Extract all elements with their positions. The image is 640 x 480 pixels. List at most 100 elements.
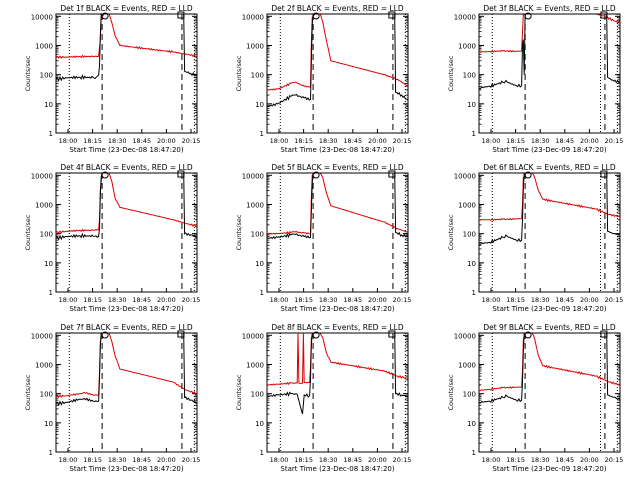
x-tick-label: 18:00: [59, 456, 78, 464]
x-tick-label: 20:00: [157, 456, 176, 464]
y-tick-label: 100: [40, 391, 53, 399]
y-tick-label: 10: [44, 101, 53, 109]
x-tick-label: 20:00: [368, 456, 387, 464]
x-tick-label: 18:00: [270, 296, 289, 304]
series-line-red: [56, 333, 197, 399]
x-tick-label: 18:30: [531, 456, 550, 464]
panel-title: Det 5f BLACK = Events, RED = LLD: [271, 163, 404, 172]
x-tick-label: 18:00: [482, 137, 501, 145]
x-tick-label: 18:15: [506, 137, 525, 145]
x-tick-label: 18:30: [108, 456, 127, 464]
x-tick-label: 18:15: [294, 456, 313, 464]
y-tick-label: 10: [467, 420, 476, 428]
x-tick-label: 18:30: [108, 137, 127, 145]
y-tick-label: 100: [463, 231, 476, 239]
panel-8: Det 8f BLACK = Events, RED = LLD Counts/s…: [235, 323, 411, 473]
x-tick-label: 18:00: [59, 137, 78, 145]
panel-title: Det 7f BLACK = Events, RED = LLD: [60, 323, 193, 332]
panel-9: Det 9f BLACK = Events, RED = LLD Counts/s…: [447, 323, 623, 473]
x-tick-label: 18:15: [83, 456, 102, 464]
x-tick-label: 18:30: [531, 296, 550, 304]
panel-1: Det 1f BLACK = Events, RED = LLD Counts/s…: [24, 4, 200, 154]
y-tick-label: 1: [260, 449, 264, 457]
y-axis-label: Counts/sec: [24, 374, 32, 410]
series-line-black: [56, 14, 197, 82]
x-tick-label: 18:15: [83, 296, 102, 304]
plot-frame: [55, 332, 198, 453]
series-line-black: [479, 173, 620, 246]
y-tick-label: 1000: [246, 201, 264, 209]
y-tick-label: 100: [463, 72, 476, 80]
x-tick-label: 18:45: [132, 296, 151, 304]
y-tick-label: 1000: [458, 361, 476, 369]
x-tick-label: 18:45: [555, 296, 574, 304]
x-tick-label: 18:45: [343, 296, 362, 304]
x-tick-label: 18:00: [482, 456, 501, 464]
x-tick-label: 20:15: [182, 137, 201, 145]
panel-title: Det 3f BLACK = Events, RED = LLD: [483, 4, 616, 13]
x-tick-label: 18:30: [319, 456, 338, 464]
y-tick-label: 1000: [35, 201, 53, 209]
y-tick-label: 1000: [35, 361, 53, 369]
series-line-black: [56, 173, 197, 241]
x-tick-label: 20:00: [580, 456, 599, 464]
x-tick-label: 18:30: [531, 137, 550, 145]
circle-marker-symbol: [101, 12, 109, 20]
x-tick-label: 18:45: [555, 137, 574, 145]
x-tick-label: 18:00: [270, 456, 289, 464]
x-tick-label: 20:15: [182, 456, 201, 464]
y-axis-label: Counts/sec: [447, 374, 455, 410]
x-tick-label: 20:15: [605, 137, 624, 145]
circle-marker-symbol: [524, 171, 532, 179]
x-tick-label: 20:00: [157, 137, 176, 145]
x-tick-label: 18:30: [319, 137, 338, 145]
x-tick-label: 18:45: [132, 456, 151, 464]
series-line-red: [56, 173, 197, 234]
y-tick-label: 1: [472, 130, 476, 138]
y-tick-label: 1000: [35, 42, 53, 50]
y-tick-label: 10000: [31, 332, 53, 340]
panel-4: Det 4f BLACK = Events, RED = LLD Counts/s…: [24, 163, 200, 313]
panel-7: Det 7f BLACK = Events, RED = LLD Counts/s…: [24, 323, 200, 473]
panel-6: Det 6f BLACK = Events, RED = LLD Counts/s…: [447, 163, 623, 313]
y-tick-label: 10: [44, 260, 53, 268]
series-line-red: [56, 14, 197, 59]
plot-frame: [478, 13, 621, 134]
x-tick-label: 20:15: [182, 296, 201, 304]
series-line-red: [267, 173, 408, 235]
y-tick-label: 1000: [458, 201, 476, 209]
y-tick-label: 10: [44, 420, 53, 428]
x-axis-label: Start Time (23-Dec-09 18:47:20): [492, 305, 606, 313]
panel-title: Det 9f BLACK = Events, RED = LLD: [483, 323, 616, 332]
y-tick-label: 100: [40, 231, 53, 239]
y-axis-label: Counts/sec: [24, 55, 32, 91]
series-line-red: [479, 173, 620, 222]
series-line-red: [267, 14, 408, 91]
series-line-black: [267, 333, 408, 415]
x-axis-label: Start Time (23-Dec-08 18:47:20): [280, 305, 394, 313]
y-axis-label: Counts/sec: [235, 374, 243, 410]
x-tick-label: 18:00: [59, 296, 78, 304]
circle-marker-symbol: [312, 331, 320, 339]
x-axis-label: Start Time (23-Dec-08 18:47:20): [280, 465, 394, 473]
y-tick-label: 1: [49, 289, 53, 297]
panel-2: Det 2f BLACK = Events, RED = LLD Counts/s…: [235, 4, 411, 154]
x-tick-label: 18:45: [555, 456, 574, 464]
x-tick-label: 18:30: [319, 296, 338, 304]
x-tick-label: 18:15: [506, 456, 525, 464]
x-axis-label: Start Time (23-Dec-08 18:47:20): [280, 146, 394, 154]
y-tick-label: 1000: [246, 42, 264, 50]
y-tick-label: 1: [260, 289, 264, 297]
x-axis-label: Start Time (23-Dec-09 18:47:20): [492, 465, 606, 473]
x-tick-label: 20:15: [393, 296, 412, 304]
x-tick-label: 18:45: [343, 456, 362, 464]
series-line-black: [56, 333, 197, 407]
plot-frame: [55, 13, 198, 134]
x-tick-label: 20:15: [605, 296, 624, 304]
x-tick-label: 20:00: [368, 296, 387, 304]
x-tick-label: 20:15: [393, 137, 412, 145]
plot-frame: [266, 13, 409, 134]
y-tick-label: 100: [40, 72, 53, 80]
series-line-red: [479, 14, 620, 53]
